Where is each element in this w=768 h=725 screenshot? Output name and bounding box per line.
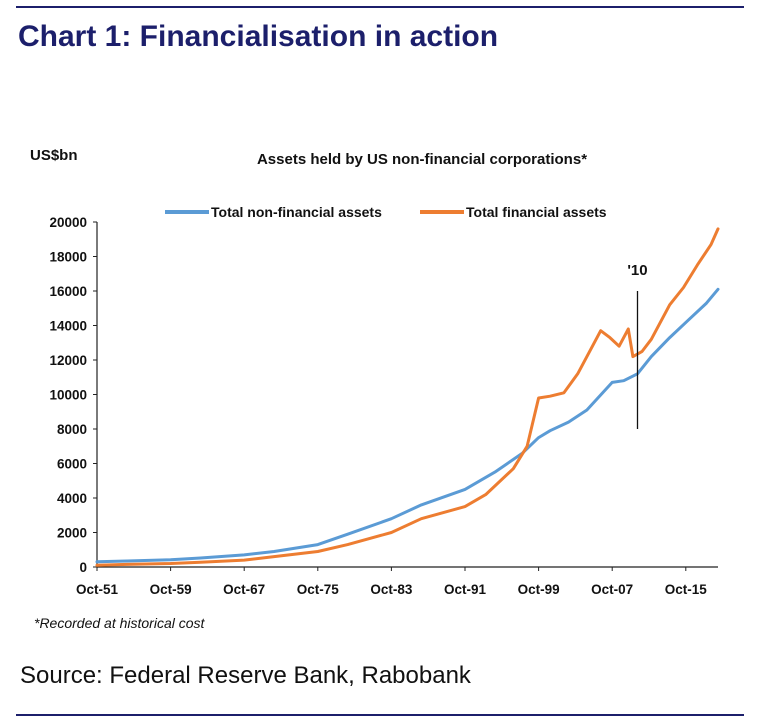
series-line-0 [95,287,720,564]
page-title: Chart 1: Financialisation in action [18,20,499,53]
y-tick-label: 6000 [57,457,87,472]
y-tick-label: 14000 [49,319,87,334]
source-note: Source: Federal Reserve Bank, Rabobank [20,662,471,689]
axes: 0 2000 4000 6000 8000 10000 12000 14000 16000 180… [49,215,718,597]
x-tick-label: Oct-67 [223,582,265,597]
y-tick-label: 8000 [57,422,87,437]
legend: Total non-financial assets Total financia… [165,204,607,220]
y-tick-label: 12000 [49,353,87,368]
y-tick-label: 18000 [49,250,87,265]
annotation-label: '10 [627,262,647,279]
y-tick-label: 4000 [57,491,87,506]
x-tick-label: Oct-59 [150,582,192,597]
chart-subtitle: Assets held by US non-financial corporat… [257,151,587,168]
y-tick-label: 10000 [49,388,87,403]
series-line-1 [95,227,720,567]
y-tick-label: 20000 [49,215,87,230]
bottom-rule [16,714,744,716]
y-tick-label: 0 [79,560,87,575]
series-group [95,227,720,567]
y-tick-label: 2000 [57,526,87,541]
x-tick-label: Oct-15 [665,582,708,597]
y-tick-label: 16000 [49,284,87,299]
x-tick-label: Oct-07 [591,582,633,597]
top-rule [16,6,744,8]
x-tick-label: Oct-75 [297,582,340,597]
x-tick-label: Oct-99 [518,582,560,597]
legend-label-0: Total non-financial assets [211,204,382,220]
chart-svg: US$bn Assets held by US non-financial co… [30,147,720,631]
legend-label-1: Total financial assets [466,204,607,220]
x-tick-label: Oct-51 [76,582,119,597]
y-axis-unit: US$bn [30,147,78,164]
x-tick-label: Oct-91 [444,582,487,597]
annotation-group: '10 [627,262,648,429]
x-tick-label: Oct-83 [370,582,413,597]
footnote: *Recorded at historical cost [34,615,206,631]
